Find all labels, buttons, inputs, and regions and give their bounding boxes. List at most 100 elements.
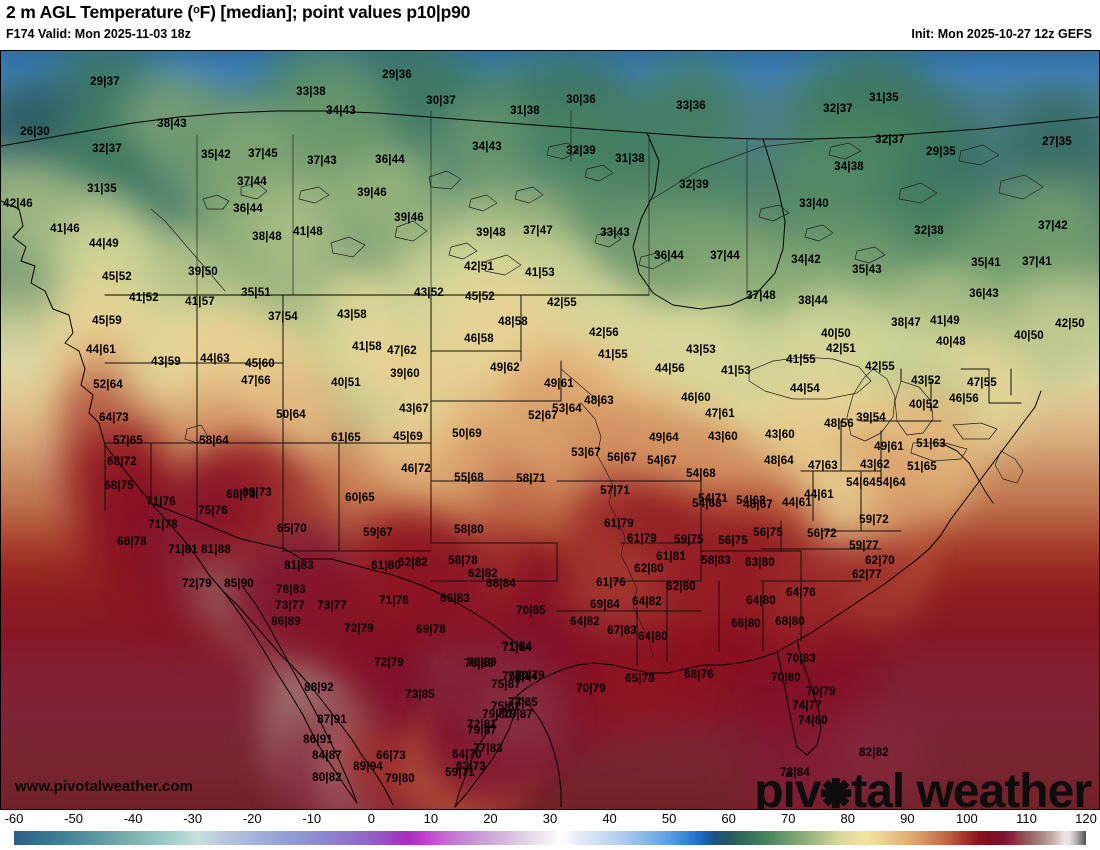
colorbar-tick: -20 xyxy=(242,811,262,826)
header: 2 m AGL Temperature (oF) [median]; point… xyxy=(0,0,1100,50)
point-value-label: 64|73 xyxy=(99,412,129,424)
point-value-label: 68|78 xyxy=(117,536,147,548)
colorbar-tick: -10 xyxy=(302,811,322,826)
point-value-label: 58|64 xyxy=(199,435,229,447)
geography-overlay xyxy=(1,110,1099,808)
point-value-label: 56|75 xyxy=(753,527,783,539)
colorbar-tick: 70 xyxy=(780,811,796,826)
point-value-label: 38|47 xyxy=(891,317,921,329)
point-value-label: 29|36 xyxy=(382,69,412,81)
point-value-label: 59|67 xyxy=(363,527,393,539)
point-value-label: 62|77 xyxy=(852,569,882,581)
point-value-label: 51|65 xyxy=(907,461,937,473)
point-value-label: 34|43 xyxy=(326,105,356,117)
point-value-label: 58|78 xyxy=(448,555,478,567)
point-value-label: 35|43 xyxy=(852,264,882,276)
point-value-label: 56|75 xyxy=(718,535,748,547)
colorbar-tick: 60 xyxy=(721,811,736,826)
point-value-label: 54|68 xyxy=(692,498,722,510)
point-value-label: 39|50 xyxy=(188,266,218,278)
point-value-label: 75|87 xyxy=(502,671,532,683)
point-value-label: 59|77 xyxy=(849,540,879,552)
point-value-label: 61|80 xyxy=(371,560,401,572)
point-value-label: 58|83 xyxy=(701,555,731,567)
point-value-label: 42|50 xyxy=(1055,318,1085,330)
point-value-label: 44|61 xyxy=(804,489,834,501)
point-value-label: 31|38 xyxy=(510,105,540,117)
point-value-label: 69|78 xyxy=(416,624,446,636)
point-value-label: 61|76 xyxy=(596,577,626,589)
point-value-label: 33|43 xyxy=(600,227,630,239)
star-icon xyxy=(821,764,852,809)
point-value-label: 37|45 xyxy=(248,148,278,160)
point-value-label: 75|82 xyxy=(491,701,521,713)
point-value-label: 56|67 xyxy=(607,452,637,464)
point-value-label: 36|43 xyxy=(969,288,999,300)
point-value-label: 61|81 xyxy=(656,551,686,563)
point-value-label: 62|80 xyxy=(634,563,664,575)
point-value-label: 65|70 xyxy=(277,523,307,535)
page-title: 2 m AGL Temperature (oF) [median]; point… xyxy=(6,2,470,23)
point-value-label: 37|44 xyxy=(237,176,267,188)
point-value-label: 87|91 xyxy=(317,714,347,726)
point-value-label: 70|79 xyxy=(806,686,836,698)
point-value-label: 32|37 xyxy=(92,143,122,155)
point-value-label: 68|75 xyxy=(104,480,134,492)
point-value-label: 35|51 xyxy=(241,287,271,299)
point-value-label: 59|75 xyxy=(674,534,704,546)
point-value-label: 37|42 xyxy=(1038,220,1068,232)
point-value-label: 84|87 xyxy=(312,750,342,762)
point-value-label: 48|67 xyxy=(743,499,773,511)
point-value-label: 35|41 xyxy=(971,257,1001,269)
map-panel[interactable]: 29|37 26|30 32|37 38|43 31|35 42|46 41|46 44|49… xyxy=(0,50,1100,810)
point-value-label: 48|63 xyxy=(584,395,614,407)
point-value-label: 48|58 xyxy=(498,316,528,328)
point-value-label: 47|63 xyxy=(808,460,838,472)
point-value-label: 81|83 xyxy=(284,560,314,572)
colorbar-tick: 20 xyxy=(483,811,498,826)
point-value-label: 38|44 xyxy=(798,295,828,307)
logo-text-first: piv xyxy=(754,765,821,810)
point-value-label: 77|83 xyxy=(473,743,503,755)
point-value-label: 57|65 xyxy=(113,435,143,447)
point-value-label: 34|43 xyxy=(472,141,502,153)
point-value-label: 42|51 xyxy=(464,261,494,273)
map-canvas[interactable]: 29|37 26|30 32|37 38|43 31|35 42|46 41|46 44|49… xyxy=(1,51,1099,809)
point-value-label: 59|71 xyxy=(445,767,475,779)
colorbar-tick: -40 xyxy=(123,811,143,826)
point-value-label: 44|56 xyxy=(655,363,685,375)
point-value-label: 72|79 xyxy=(344,623,374,635)
colorbar-gradient[interactable] xyxy=(14,831,1086,845)
point-value-label: 52|64 xyxy=(93,379,123,391)
point-value-label: 71|76 xyxy=(146,496,176,508)
point-value-label: 86|89 xyxy=(271,616,301,628)
point-value-label: 26|30 xyxy=(20,126,50,138)
point-value-label: 43|62 xyxy=(860,459,890,471)
point-value-label: 62|82 xyxy=(468,568,498,580)
point-value-label: 47|55 xyxy=(967,377,997,389)
point-value-label: 74|77 xyxy=(792,700,822,712)
point-value-label: 43|52 xyxy=(414,287,444,299)
point-value-label: 81|88 xyxy=(201,544,231,556)
point-value-label: 40|52 xyxy=(909,399,939,411)
point-value-label: 68|72 xyxy=(107,456,137,468)
point-value-label: 78|83 xyxy=(276,584,306,596)
point-value-label: 40|48 xyxy=(936,336,966,348)
point-value-label: 69|84 xyxy=(590,599,620,611)
point-value-label: 45|59 xyxy=(92,315,122,327)
point-value-label: 30|36 xyxy=(566,94,596,106)
point-value-label: 40|50 xyxy=(1014,330,1044,342)
point-value-label: 37|44 xyxy=(710,250,740,262)
point-value-label: 71|81 xyxy=(168,544,198,556)
temperature-cell xyxy=(270,544,394,668)
point-value-label: 44|49 xyxy=(89,238,119,250)
point-value-label: 68|80 xyxy=(775,616,805,628)
point-value-label: 37|41 xyxy=(1022,256,1052,268)
title-text: 2 m AGL Temperature ( xyxy=(6,2,194,22)
point-value-label: 54|68 xyxy=(736,495,766,507)
colorbar-tick: -60 xyxy=(4,811,24,826)
point-value-label: 68|76 xyxy=(684,669,714,681)
point-value-label: 49|62 xyxy=(490,362,520,374)
point-value-label: 76|89 xyxy=(464,658,494,670)
point-value-label: 31|35 xyxy=(87,183,117,195)
